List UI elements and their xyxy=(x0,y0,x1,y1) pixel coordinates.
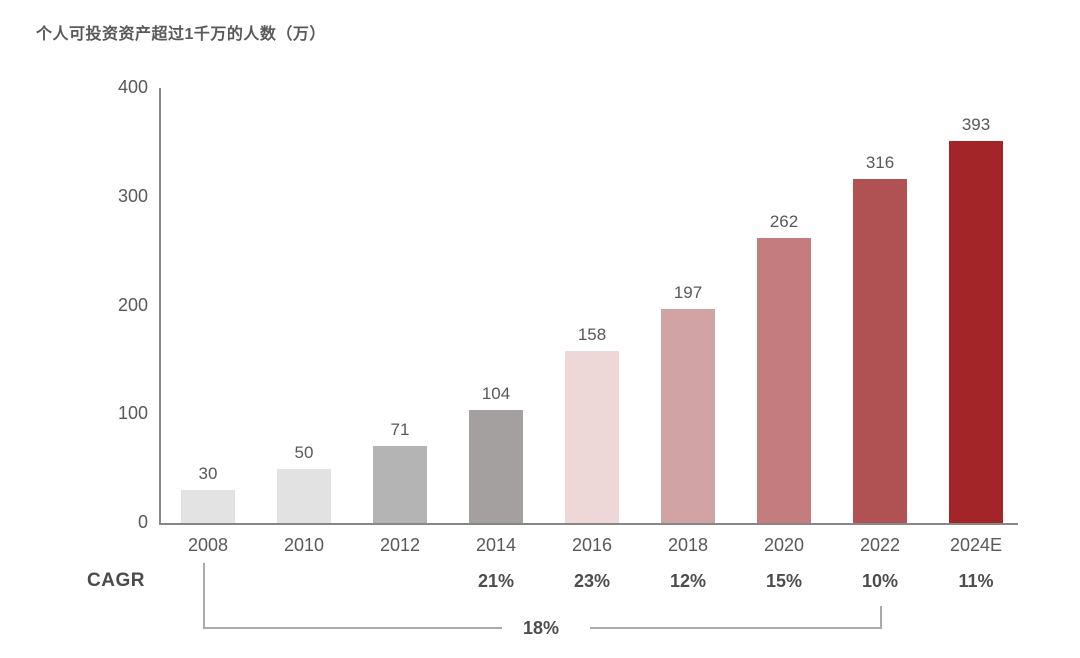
x-tick-label-2020: 2020 xyxy=(763,535,805,555)
x-tick-label-2010: 2010 xyxy=(283,535,325,555)
x-tick-label-2022: 2022 xyxy=(859,535,901,555)
cagr-bracket-right-line xyxy=(590,627,882,629)
x-tick-label-2008: 2008 xyxy=(187,535,229,555)
bar-2014 xyxy=(469,410,523,523)
x-tick-label-2018: 2018 xyxy=(667,535,709,555)
bar-2020 xyxy=(757,238,811,523)
bar-value-label-2008: 30 xyxy=(198,464,218,483)
bar-value-label-2014: 104 xyxy=(481,384,511,403)
x-tick-label-2016: 2016 xyxy=(571,535,613,555)
bar-value-label-2024E: 393 xyxy=(961,115,991,134)
overall-cagr-value: 18% xyxy=(522,618,560,638)
bar-2012 xyxy=(373,446,427,523)
x-axis-line xyxy=(159,523,1018,525)
y-tick-label: 400 xyxy=(117,77,148,97)
cagr-value-2014: 21% xyxy=(477,571,515,591)
x-tick-label-2024E: 2024E xyxy=(949,535,1003,555)
y-tick-label: 0 xyxy=(137,512,148,532)
bar-2018 xyxy=(661,309,715,523)
y-axis-line xyxy=(159,88,161,525)
bar-2008 xyxy=(181,490,235,523)
cagr-value-2022: 10% xyxy=(861,571,899,591)
cagr-value-2016: 23% xyxy=(573,571,611,591)
bar-2024E xyxy=(949,141,1003,523)
cagr-value-2020: 15% xyxy=(765,571,803,591)
y-tick-label: 200 xyxy=(117,294,148,315)
bar-2010 xyxy=(277,469,331,523)
bar-value-label-2022: 316 xyxy=(865,153,895,172)
y-tick-label: 100 xyxy=(117,403,148,424)
bar-value-label-2018: 197 xyxy=(673,283,703,302)
x-tick-label-2012: 2012 xyxy=(379,535,421,555)
cagr-bracket-left-tick xyxy=(203,563,205,629)
cagr-row-label: CAGR xyxy=(87,570,145,591)
cagr-value-2024E: 11% xyxy=(958,571,994,591)
cagr-value-2018: 12% xyxy=(669,571,707,591)
bar-2016 xyxy=(565,351,619,523)
y-tick-label: 300 xyxy=(117,185,148,206)
bar-2022 xyxy=(853,179,907,523)
bar-value-label-2020: 262 xyxy=(769,212,799,231)
bar-value-label-2016: 158 xyxy=(577,325,607,344)
x-tick-label-2014: 2014 xyxy=(475,535,517,555)
bar-value-label-2012: 71 xyxy=(390,420,410,439)
cagr-bracket-left-line xyxy=(203,627,502,629)
bar-value-label-2010: 50 xyxy=(294,443,314,462)
chart-title: 个人可投资资产超过1千万的人数（万） xyxy=(36,26,326,43)
cagr-bracket-right-tick xyxy=(880,606,882,629)
